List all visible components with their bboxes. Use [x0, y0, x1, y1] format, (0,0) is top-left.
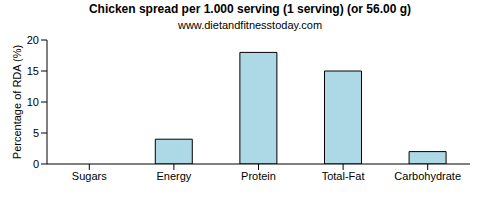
- svg-text:Total-Fat: Total-Fat: [322, 170, 365, 182]
- svg-text:Carbohydrate: Carbohydrate: [394, 170, 461, 182]
- html-text:www.dietandfitnesstoday.com: www.dietandfitnesstoday.com: [178, 19, 322, 31]
- svg-text:10: 10: [27, 96, 39, 108]
- svg-text:Protein: Protein: [241, 170, 276, 182]
- svg-text:Percentage of RDA (%): Percentage of RDA (%): [11, 45, 23, 159]
- svg-text:Energy: Energy: [156, 170, 191, 182]
- svg-text:Sugars: Sugars: [72, 170, 107, 182]
- svg-text:20: 20: [27, 34, 39, 46]
- svg-text:0: 0: [33, 158, 39, 170]
- svg-text:5: 5: [33, 127, 39, 139]
- svg-text:15: 15: [27, 65, 39, 77]
- html-text:Chicken spread per 1.000 servi: Chicken spread per 1.000 serving (1 serv…: [88, 2, 412, 16]
